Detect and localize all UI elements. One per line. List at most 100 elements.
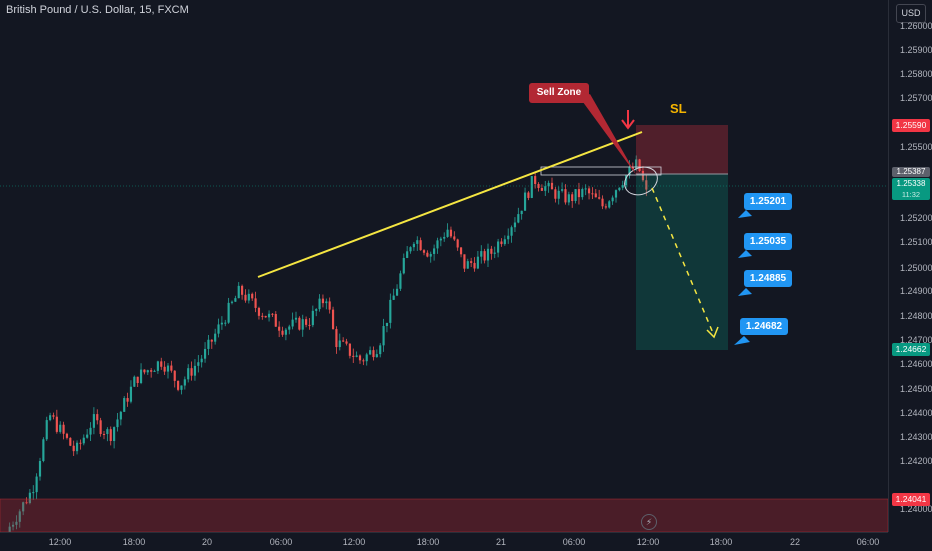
candle-body <box>75 442 79 452</box>
candle-body <box>180 385 183 390</box>
candle-body <box>587 188 591 194</box>
candle-body <box>362 360 365 362</box>
candle-body <box>540 188 543 191</box>
candle-body <box>419 240 422 251</box>
chart-canvas[interactable] <box>0 0 888 532</box>
candle-body <box>625 175 628 186</box>
candle-body <box>365 354 368 362</box>
candle-body <box>8 526 11 532</box>
candle-body <box>449 229 453 237</box>
time-tick: 20 <box>201 537 213 547</box>
candle-body <box>298 317 301 330</box>
candle-body <box>544 186 547 191</box>
candle-body <box>561 189 564 191</box>
time-tick: 12:00 <box>636 537 660 547</box>
target-callout-1[interactable]: 1.25201 <box>744 193 792 210</box>
price-tick: 1.26000 <box>900 21 932 31</box>
candle-body <box>254 298 257 308</box>
time-tick: 12:00 <box>342 537 366 547</box>
chart-area[interactable] <box>0 0 888 532</box>
candle-body <box>369 350 372 355</box>
target-callout-3[interactable]: 1.24885 <box>744 270 792 287</box>
candle-body <box>470 261 473 263</box>
time-tick: 18:00 <box>709 537 733 547</box>
candle-body <box>571 194 574 202</box>
candle-body <box>598 197 601 199</box>
price-axis[interactable] <box>888 0 932 532</box>
candle-body <box>406 251 409 258</box>
trendline[interactable] <box>257 131 643 278</box>
candle-body <box>355 355 358 357</box>
highlight-ellipse[interactable] <box>620 162 662 200</box>
candle-body <box>241 285 244 295</box>
candle-body <box>564 189 567 203</box>
current-price-value: 1.25338 <box>896 179 926 188</box>
price-tick: 1.24700 <box>900 335 932 345</box>
candle-body <box>123 398 126 412</box>
candle-body <box>166 365 170 372</box>
candle-body <box>113 427 116 441</box>
candle-body <box>409 247 412 252</box>
candle-body <box>177 380 180 390</box>
stop-loss-price-tag: 1.25590 <box>892 119 930 132</box>
candle-body <box>72 445 75 452</box>
candle-body <box>92 414 95 428</box>
candle-body <box>375 354 378 358</box>
price-tick: 1.24500 <box>900 384 932 394</box>
candle-body <box>52 415 55 417</box>
candle-body <box>621 185 624 188</box>
candle-body <box>520 210 523 215</box>
candle-body <box>446 229 449 237</box>
candle-body <box>527 192 530 198</box>
candle-body <box>459 247 463 255</box>
lightning-icon[interactable]: ⚡ <box>641 514 657 530</box>
sell-zone-label[interactable]: Sell Zone <box>529 83 589 103</box>
candle-body <box>214 333 217 342</box>
candle-body <box>466 261 469 269</box>
sl-label[interactable]: SL <box>670 101 687 116</box>
candle-body <box>244 294 247 301</box>
candle-body <box>38 461 42 477</box>
target-callout-4[interactable]: 1.24682 <box>740 318 788 335</box>
candle-body <box>628 167 631 176</box>
candle-body <box>311 310 314 326</box>
candle-body <box>288 326 291 330</box>
candle-body <box>109 429 112 441</box>
candle-body <box>224 322 227 324</box>
candle-body <box>119 411 122 420</box>
candle-body <box>257 307 261 316</box>
projection-arrowhead <box>706 326 719 339</box>
candle-body <box>608 201 611 208</box>
candle-body <box>497 241 500 253</box>
candle-body <box>69 437 72 446</box>
candle-body <box>436 240 439 249</box>
candle-body <box>150 370 153 372</box>
candle-body <box>507 235 510 240</box>
candle-body <box>604 206 607 208</box>
candle-body <box>584 188 587 190</box>
time-tick: 18:00 <box>416 537 440 547</box>
candle-body <box>261 315 264 317</box>
take-profit-price-tag: 1.24662 <box>892 343 930 356</box>
currency-button[interactable]: USD <box>896 4 926 23</box>
symbol-title[interactable]: British Pound / U.S. Dollar, 15, FXCM <box>6 4 189 16</box>
price-tick: 1.25500 <box>900 142 932 152</box>
time-axis[interactable] <box>0 532 888 551</box>
time-tick: 21 <box>495 537 507 547</box>
target-callout-2[interactable]: 1.25035 <box>744 233 792 250</box>
candle-body <box>641 170 645 181</box>
candle-body <box>49 415 52 421</box>
price-tick: 1.24300 <box>900 432 932 442</box>
candle-body <box>453 236 456 240</box>
price-tick: 1.24900 <box>900 286 932 296</box>
candle-body <box>278 326 281 331</box>
candle-body <box>335 329 338 348</box>
stop-loss-box[interactable] <box>636 125 728 174</box>
candle-body <box>517 214 520 223</box>
candle-body <box>490 248 493 254</box>
demand-zone-box[interactable] <box>0 498 888 532</box>
take-profit-box[interactable] <box>636 174 728 350</box>
time-tick: 06:00 <box>562 537 586 547</box>
candle-body <box>35 476 38 493</box>
candle-body <box>116 419 119 428</box>
